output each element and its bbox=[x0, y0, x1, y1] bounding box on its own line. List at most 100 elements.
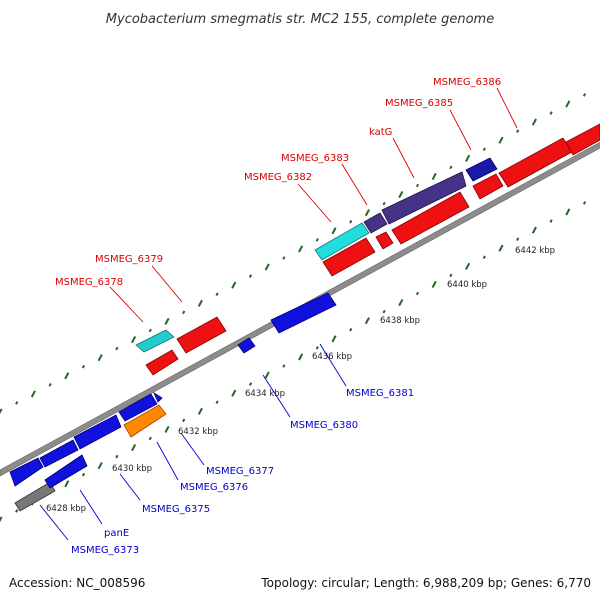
scale-tick bbox=[231, 281, 237, 289]
topology-text: Topology: circular; Length: 6,988,209 bp… bbox=[260, 576, 591, 590]
tick-6434: 6434 kbp bbox=[245, 389, 285, 399]
lower-scale-track bbox=[0, 201, 587, 524]
scale-tick bbox=[215, 292, 219, 297]
gene-katg-part-a[interactable] bbox=[375, 231, 394, 250]
scale-tick bbox=[298, 353, 304, 361]
scale-tick bbox=[549, 111, 553, 115]
label-msmeg-6385[interactable]: MSMEG_6385 bbox=[385, 98, 453, 109]
label-msmeg-6386[interactable]: MSMEG_6386 bbox=[433, 77, 501, 88]
scale-tick bbox=[498, 244, 504, 252]
scale-tick bbox=[431, 280, 437, 289]
gene-msmeg-6381[interactable] bbox=[270, 292, 337, 334]
scale-tick bbox=[516, 237, 520, 241]
gene-msmeg-6375-part[interactable] bbox=[39, 439, 79, 468]
scale-tick bbox=[565, 100, 571, 108]
label-msmeg-6373[interactable]: MSMEG_6373 bbox=[71, 545, 139, 556]
scale-tick bbox=[382, 309, 386, 314]
label-msmeg-6379[interactable]: MSMEG_6379 bbox=[95, 254, 163, 265]
scale-tick bbox=[15, 401, 19, 405]
scale-tick bbox=[465, 154, 471, 162]
reverse-label-leaders bbox=[39, 343, 347, 541]
label-pane[interactable]: panE bbox=[104, 528, 129, 539]
gene-msmeg-6376[interactable] bbox=[73, 414, 122, 450]
label-katg[interactable]: katG bbox=[369, 127, 392, 138]
scale-tick bbox=[298, 245, 304, 253]
gene-katg[interactable] bbox=[381, 171, 467, 225]
tick-6436: 6436 kbp bbox=[312, 352, 352, 362]
map-title: Mycobacterium smegmatis str. MC2 155, co… bbox=[106, 12, 494, 27]
gene-katg-part-b[interactable] bbox=[391, 191, 470, 245]
scale-tick bbox=[364, 317, 370, 325]
scale-tick bbox=[565, 208, 571, 216]
gene-small-blue[interactable] bbox=[153, 391, 163, 403]
scale-tick bbox=[182, 310, 186, 315]
gene-msmeg-6378[interactable] bbox=[135, 329, 175, 353]
tick-6432: 6432 kbp bbox=[178, 427, 218, 437]
label-msmeg-6376[interactable]: MSMEG_6376 bbox=[180, 482, 248, 493]
gene-msmeg-6385[interactable] bbox=[465, 157, 498, 182]
scale-tick bbox=[465, 262, 471, 270]
scale-tick bbox=[248, 382, 253, 386]
label-msmeg-6383[interactable]: MSMEG_6383 bbox=[281, 153, 349, 164]
scale-tick bbox=[415, 183, 420, 188]
scale-tick bbox=[164, 317, 170, 325]
gene-msmeg-6382[interactable] bbox=[314, 222, 370, 261]
scale-tick bbox=[197, 407, 203, 415]
scale-tick bbox=[64, 372, 70, 380]
scale-tick bbox=[498, 136, 504, 144]
scale-tick bbox=[131, 335, 137, 344]
scale-tick bbox=[231, 389, 237, 397]
forward-gene-labels: MSMEG_6378 MSMEG_6379 MSMEG_6382 MSMEG_6… bbox=[55, 77, 501, 288]
scale-tick bbox=[349, 219, 353, 224]
gene-pane[interactable] bbox=[9, 457, 44, 487]
tick-6438: 6438 kbp bbox=[380, 316, 420, 326]
gene-msmeg-6377-part[interactable] bbox=[118, 393, 158, 422]
scale-tick bbox=[248, 274, 253, 278]
gene-msmeg-6383[interactable] bbox=[363, 212, 388, 234]
scale-tick bbox=[81, 364, 86, 369]
scale-tick bbox=[131, 443, 137, 452]
scale-tick bbox=[315, 238, 319, 242]
tick-6442: 6442 kbp bbox=[515, 246, 555, 256]
scale-tick bbox=[282, 256, 286, 260]
scale-tick bbox=[164, 425, 170, 433]
scale-tick bbox=[549, 219, 553, 223]
scale-tick bbox=[115, 454, 119, 459]
scale-tick bbox=[516, 129, 520, 133]
reverse-gene-track bbox=[9, 292, 337, 512]
label-msmeg-6380[interactable]: MSMEG_6380 bbox=[290, 420, 358, 431]
gene-msmeg-6377[interactable] bbox=[123, 404, 167, 438]
tick-6428: 6428 kbp bbox=[46, 504, 86, 514]
gene-msmeg-6387[interactable] bbox=[565, 123, 600, 156]
scale-tick bbox=[449, 273, 453, 278]
gene-msmeg-6379[interactable] bbox=[176, 316, 227, 354]
label-msmeg-6382[interactable]: MSMEG_6382 bbox=[244, 172, 312, 183]
scale-tick bbox=[97, 354, 103, 362]
gene-msmeg-6385-part[interactable] bbox=[472, 173, 504, 200]
forward-label-leaders bbox=[109, 87, 518, 323]
scale-tick bbox=[64, 480, 70, 488]
label-msmeg-6381[interactable]: MSMEG_6381 bbox=[346, 388, 414, 399]
scale-tick bbox=[115, 346, 119, 351]
scale-tick bbox=[148, 436, 152, 441]
scale-tick bbox=[182, 418, 186, 423]
gene-msmeg-6379-part[interactable] bbox=[145, 349, 179, 376]
upper-scale-track bbox=[0, 93, 587, 416]
gene-msmeg-6373[interactable] bbox=[14, 481, 56, 512]
label-msmeg-6378[interactable]: MSMEG_6378 bbox=[55, 277, 123, 288]
gene-msmeg-6375[interactable] bbox=[44, 454, 88, 489]
scale-tick bbox=[582, 201, 587, 205]
label-msmeg-6377[interactable]: MSMEG_6377 bbox=[206, 466, 274, 477]
scale-tick bbox=[0, 408, 3, 416]
scale-tick bbox=[264, 371, 270, 379]
label-msmeg-6375[interactable]: MSMEG_6375 bbox=[142, 504, 210, 515]
scale-tick bbox=[48, 383, 52, 387]
scale-tick bbox=[148, 328, 152, 333]
scale-tick bbox=[331, 227, 337, 235]
scale-tick bbox=[215, 400, 219, 405]
gene-msmeg-6380[interactable] bbox=[237, 337, 256, 354]
gene-msmeg-6382-part[interactable] bbox=[322, 237, 376, 277]
scale-tick bbox=[15, 509, 19, 513]
scale-tick bbox=[382, 201, 386, 206]
